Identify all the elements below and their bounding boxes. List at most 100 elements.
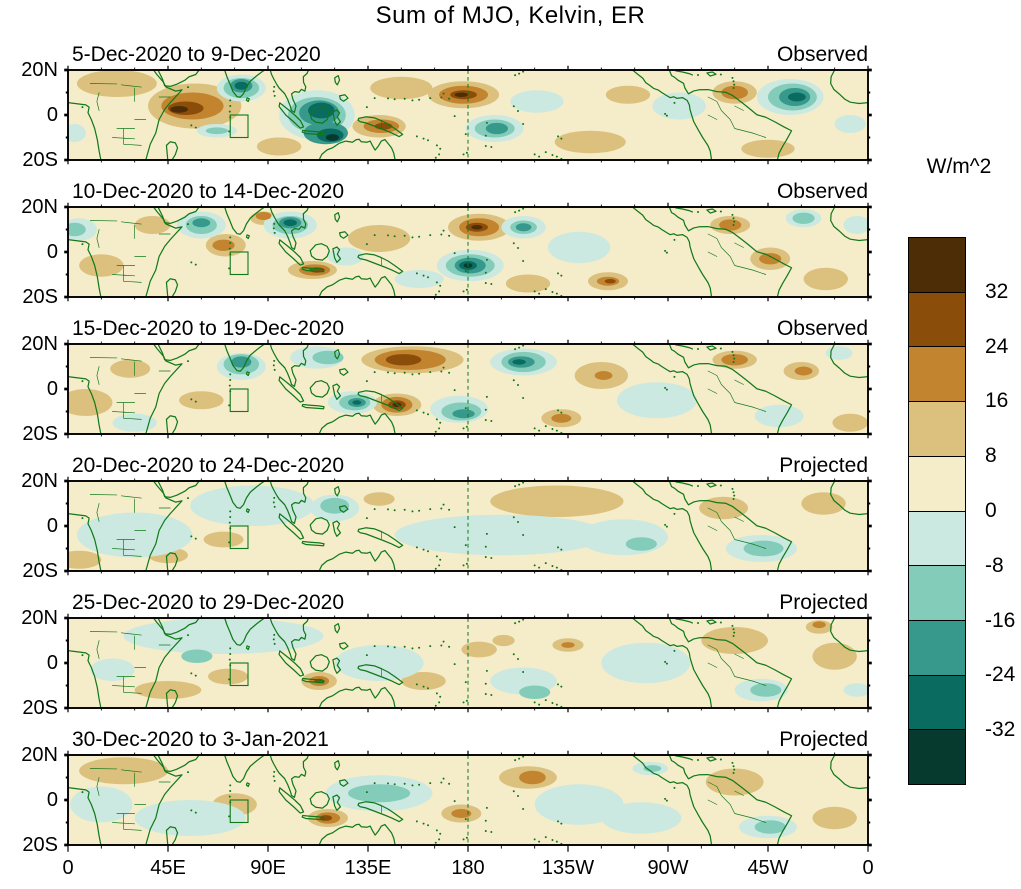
- anomaly-blob: [451, 809, 472, 818]
- anomaly-blob: [759, 253, 782, 265]
- anomaly-blob: [512, 359, 526, 365]
- anomaly-blob: [374, 122, 393, 130]
- anomaly-blob: [601, 802, 682, 834]
- colorbar-tick-label: 0: [985, 499, 997, 522]
- anomaly-blob: [515, 223, 532, 232]
- panel-date-label: 15-Dec-2020 to 19-Dec-2020: [72, 317, 344, 340]
- map-frame: [67, 480, 869, 572]
- anomaly-blob: [190, 485, 315, 526]
- anomaly-blob: [179, 391, 224, 410]
- anomaly-blob: [401, 672, 446, 690]
- panel-status-label: Observed: [776, 180, 868, 203]
- map-panel-5: [64, 613, 872, 713]
- anomaly-blob: [510, 90, 564, 113]
- anomaly-blob: [452, 409, 475, 419]
- anomaly-blob: [490, 485, 624, 517]
- anomaly-blob: [721, 354, 748, 366]
- colorbar-swatch: [909, 238, 965, 292]
- anomaly-blob: [79, 254, 124, 277]
- anomaly-field: [68, 344, 868, 434]
- anomaly-field: [68, 755, 868, 845]
- anomaly-field: [68, 70, 868, 160]
- anomaly-blob: [601, 642, 691, 684]
- anomaly-blob: [385, 354, 422, 366]
- anomaly-blob: [370, 76, 433, 100]
- roi-box: [229, 799, 249, 824]
- anomaly-blob: [134, 800, 246, 836]
- anomaly-blob: [461, 641, 497, 658]
- colorbar-tick-label: 32: [985, 279, 1009, 303]
- panel-date-label: 25-Dec-2020 to 29-Dec-2020: [72, 591, 344, 614]
- anomaly-blob: [205, 127, 228, 135]
- anomaly-blob: [170, 106, 188, 113]
- anomaly-blob: [112, 413, 157, 432]
- anomaly-blob: [843, 683, 868, 697]
- panel-status-label: Projected: [779, 454, 868, 477]
- anomaly-blob: [554, 130, 626, 154]
- anomaly-field: [68, 618, 868, 708]
- colorbar-tick-label: -8: [985, 553, 1004, 577]
- y-tick-label: 20S: [22, 149, 58, 171]
- x-tick-label: 135E: [344, 857, 392, 879]
- anomaly-blob: [485, 122, 508, 135]
- anomaly-blob: [348, 225, 411, 252]
- colorbar-swatch: [909, 565, 965, 620]
- anomaly-blob: [283, 219, 297, 227]
- colorbar-tick-label: 8: [985, 444, 997, 468]
- anomaly-blob: [76, 70, 157, 97]
- colorbar-tick-label: 24: [985, 334, 1009, 358]
- anomaly-blob: [534, 784, 624, 825]
- anomaly-blob: [68, 389, 113, 416]
- y-tick-label: 0: [46, 378, 58, 400]
- map-frame: [67, 206, 869, 298]
- anomaly-blob: [754, 404, 804, 428]
- anomaly-blob: [505, 274, 551, 293]
- anomaly-blob: [754, 820, 786, 834]
- colorbar-swatch: [909, 674, 965, 730]
- anomaly-blob: [471, 225, 483, 230]
- anomaly-field: [68, 481, 868, 571]
- y-tick-label: 0: [46, 104, 58, 126]
- anomaly-blob: [604, 279, 616, 284]
- map-panel-2: [64, 202, 872, 302]
- anomaly-blob: [394, 270, 444, 288]
- anomaly-blob: [212, 239, 235, 251]
- colorbar-swatch: [909, 455, 965, 511]
- roi-box: [229, 525, 249, 550]
- roi-box: [229, 251, 249, 276]
- y-tick-label: 0: [46, 789, 58, 811]
- anomaly-blob: [579, 519, 668, 556]
- y-tick-label: 20N: [21, 333, 58, 355]
- anomaly-blob: [625, 537, 657, 551]
- y-tick-label: 0: [46, 241, 58, 263]
- anomaly-blob: [561, 642, 575, 648]
- colorbar-swatch: [909, 619, 965, 675]
- x-tick-label: 90W: [647, 857, 689, 879]
- anomaly-blob: [312, 350, 344, 365]
- anomaly-blob: [699, 496, 748, 520]
- roi-box: [229, 662, 249, 687]
- figure-title: Sum of MJO, Kelvin, ER: [375, 2, 646, 29]
- colorbar-tick-label: 16: [985, 389, 1009, 413]
- panel-date-label: 5-Dec-2020 to 9-Dec-2020: [72, 43, 321, 66]
- anomaly-blob: [325, 134, 340, 141]
- anomaly-blob: [134, 216, 171, 234]
- anomaly-blob: [605, 85, 651, 104]
- roi-box: [229, 114, 249, 139]
- map-frame: [67, 617, 869, 709]
- anomaly-blob: [68, 124, 86, 142]
- anomaly-blob: [721, 85, 748, 100]
- map-panel-1: [64, 65, 872, 165]
- anomaly-blob: [519, 685, 551, 699]
- y-tick-label: 0: [46, 515, 58, 537]
- anomaly-blob: [803, 267, 848, 291]
- colorbar-tick-label: -24: [985, 663, 1016, 687]
- anomaly-blob: [843, 216, 868, 234]
- anomaly-blob: [750, 683, 782, 697]
- anomaly-blob: [352, 400, 362, 405]
- anomaly-blob: [79, 757, 168, 785]
- anomaly-blob: [834, 115, 866, 133]
- y-tick-label: 20N: [21, 470, 58, 492]
- colorbar-swatch: [909, 729, 965, 785]
